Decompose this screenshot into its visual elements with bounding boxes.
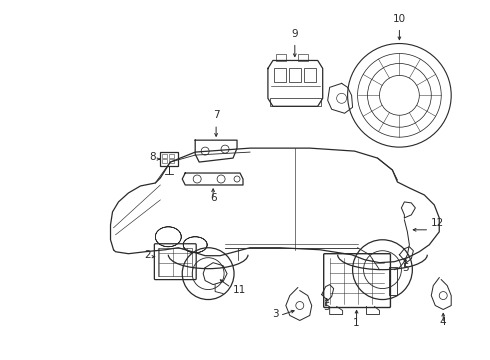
- Bar: [169, 159, 174, 163]
- Text: 5: 5: [323, 302, 330, 312]
- Bar: [162, 154, 167, 158]
- Text: 4: 4: [440, 318, 446, 328]
- Bar: [298, 54, 308, 62]
- Text: 8: 8: [149, 152, 156, 162]
- Bar: [289, 68, 301, 82]
- Text: 12: 12: [431, 218, 444, 228]
- Text: 11: 11: [233, 284, 246, 294]
- Text: 1: 1: [353, 319, 360, 328]
- Bar: [162, 159, 167, 163]
- Text: 7: 7: [213, 110, 220, 120]
- Bar: [390, 267, 397, 294]
- Text: 3: 3: [272, 310, 279, 319]
- Text: 2: 2: [144, 250, 151, 260]
- Bar: [304, 68, 316, 82]
- Bar: [160, 152, 178, 166]
- Bar: [169, 154, 174, 158]
- Bar: [274, 68, 286, 82]
- Bar: [270, 98, 321, 106]
- Bar: [276, 54, 286, 62]
- Text: 5: 5: [402, 263, 409, 273]
- Text: 9: 9: [292, 28, 298, 39]
- Text: 10: 10: [393, 14, 406, 24]
- Text: 6: 6: [210, 193, 217, 203]
- Bar: [158, 248, 192, 276]
